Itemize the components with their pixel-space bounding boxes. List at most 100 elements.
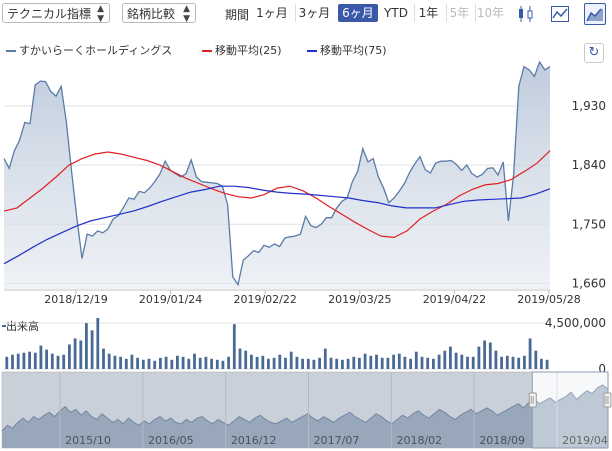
volume-bar [141, 359, 145, 369]
select-updown-icon: ▲ ▼ [183, 4, 190, 24]
navigator-x-label: 2018/09 [479, 434, 525, 447]
volume-bar [267, 358, 270, 369]
navigator-line [1, 384, 609, 432]
volume-bar [244, 350, 248, 369]
volume-bar [312, 359, 316, 369]
volume-bar [215, 359, 219, 369]
volume-bar [341, 359, 344, 369]
brand-compare-label: 銘柄比較 [127, 7, 176, 21]
toolbar: テクニカル指標 ▲ ▼ 銘柄比較 ▲ ▼ 期間 1ヶ月 3ヶ月 6ヶ月 YTD 1年 5年 10… [0, 0, 612, 28]
volume-bar [170, 359, 174, 369]
ma25-line [3, 150, 551, 239]
period-button[interactable]: 1ヶ月 [256, 6, 288, 20]
volume-bar [505, 355, 509, 370]
volume-bar [534, 350, 538, 369]
volume-bar [210, 358, 213, 369]
navigator-mask-left [2, 372, 533, 448]
x-tick-label: 2019/04/22 [423, 293, 486, 306]
volume-bar [511, 356, 515, 369]
y-tick-label: 1,660 [572, 276, 606, 290]
volume-bar [102, 348, 105, 369]
navigator-area [2, 385, 608, 448]
volume-bar [295, 356, 299, 369]
navigator-x-label: 2016/12 [231, 434, 277, 447]
area-chart-button[interactable] [584, 3, 606, 25]
navigator-chart: 2015/10 2016/05 2016/12 2017/07 2018/02 2018/… [1, 371, 612, 449]
volume-bar [107, 353, 111, 369]
volume-bar [96, 318, 100, 369]
volume-bar [517, 357, 521, 369]
legend-ma75-label: 移動平均(75) [320, 44, 387, 57]
volume-bar [477, 346, 481, 369]
area-chart-icon [586, 8, 603, 22]
volume-bar [454, 352, 458, 369]
volume-bar [164, 356, 168, 369]
volume-bar [449, 346, 452, 369]
period-button[interactable]: YTD [384, 6, 408, 20]
volume-bar [73, 338, 77, 369]
volume-bar [403, 356, 407, 369]
volume-bar [380, 357, 384, 369]
volume-bar [28, 351, 31, 369]
legend-stock-label: すかいらーくホールディングス [19, 44, 173, 57]
volume-bar [124, 358, 128, 369]
x-tick-label: 2019/02/22 [233, 293, 296, 306]
line-chart-button[interactable] [549, 3, 571, 25]
volume-bar [198, 357, 202, 369]
volume-bar [392, 354, 395, 369]
volume-bar [250, 354, 253, 369]
volume-bar [130, 354, 134, 369]
volume-bar [5, 356, 9, 369]
x-tick-label: 2019/05/28 [517, 293, 580, 306]
reset-zoom-button[interactable]: ↻ [584, 43, 604, 63]
volume-bar [119, 356, 122, 369]
volume-bar [278, 354, 282, 369]
period-button[interactable]: 3ヶ月 [295, 4, 333, 22]
period-button: 5年 [446, 4, 472, 22]
period-button[interactable]: 1年 [414, 4, 442, 22]
y-tick-label: 4,500,000 [545, 316, 606, 330]
volume-bar [176, 355, 179, 370]
volume-bar [358, 357, 361, 369]
volume-bar [147, 358, 151, 369]
refresh-icon: ↻ [588, 45, 600, 60]
navigator-selection[interactable] [531, 371, 609, 449]
volume-bar [426, 357, 430, 369]
line-chart-icon [551, 6, 569, 22]
volume-bar [301, 358, 304, 369]
volume-bar [33, 352, 37, 369]
volume-bar [90, 330, 94, 369]
x-tick-label: 2018/12/19 [44, 293, 107, 306]
volume-bar [500, 356, 503, 369]
volume-bar [255, 356, 259, 369]
candlestick-chart-button[interactable] [515, 3, 537, 25]
volume-bar [488, 342, 492, 369]
period-button[interactable]: 6ヶ月 [338, 4, 378, 22]
volume-bar [323, 348, 327, 369]
volume-bar [346, 358, 350, 369]
volume-bar [289, 351, 293, 369]
volume-bar [204, 356, 208, 369]
volume-bar [153, 360, 157, 369]
technical-indicator-select[interactable]: テクニカル指標 ▲ ▼ [2, 3, 110, 24]
volume-bar [45, 349, 48, 369]
period-button: 10年 [475, 4, 505, 22]
volume-bar [397, 353, 401, 369]
volume-bar [335, 358, 339, 369]
x-tick-label: 2019/01/24 [139, 293, 202, 306]
navigator-x-label: 2019/04 [562, 434, 608, 447]
volume-bar [79, 340, 83, 369]
period-label: 期間 [225, 8, 250, 22]
volume-bar [39, 345, 43, 369]
brand-compare-select[interactable]: 銘柄比較 ▲ ▼ [122, 3, 196, 24]
volume-bar [460, 354, 464, 369]
ma75-line [3, 185, 551, 265]
legend-stock: すかいらーくホールディングス [6, 42, 172, 58]
technical-indicator-label: テクニカル指標 [7, 7, 92, 21]
navigator-x-label: 2018/02 [396, 434, 442, 447]
volume-bar [318, 357, 321, 369]
y-tick-label: 0 [598, 362, 606, 376]
volume-bar [545, 359, 549, 369]
volume-bar [284, 357, 287, 369]
